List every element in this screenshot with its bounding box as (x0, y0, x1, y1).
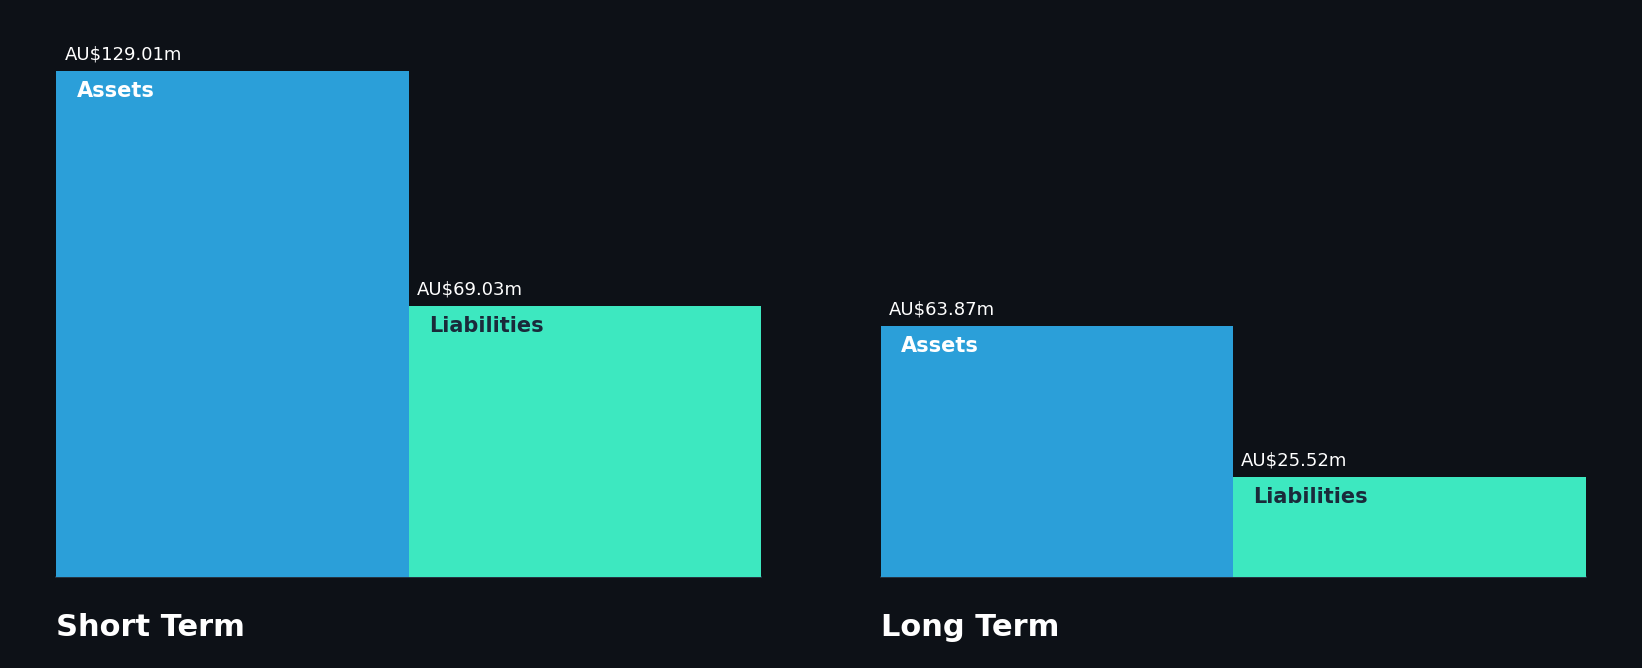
Text: Assets: Assets (77, 81, 154, 101)
Text: AU$129.01m: AU$129.01m (64, 45, 182, 63)
Text: Liabilities: Liabilities (429, 316, 544, 336)
Text: AU$25.52m: AU$25.52m (1241, 452, 1348, 470)
Text: Short Term: Short Term (56, 613, 245, 641)
Text: Liabilities: Liabilities (1253, 487, 1368, 507)
Bar (56, 71, 409, 577)
Text: Assets: Assets (901, 337, 979, 357)
Text: AU$69.03m: AU$69.03m (417, 281, 522, 299)
Bar (1233, 477, 1586, 577)
Bar (882, 327, 1233, 577)
Bar (409, 306, 760, 577)
Text: AU$63.87m: AU$63.87m (888, 301, 995, 319)
Text: Long Term: Long Term (882, 613, 1059, 641)
